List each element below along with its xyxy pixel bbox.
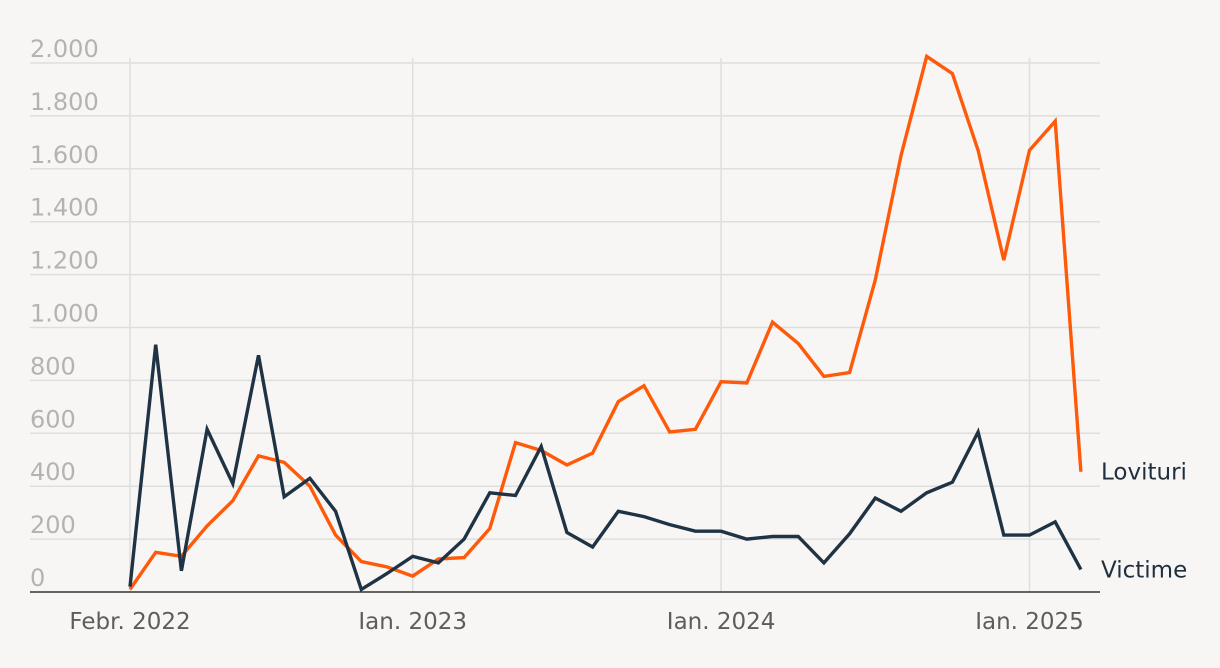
y-tick-label: 1.000 [30,300,99,328]
y-tick-label: 200 [30,511,76,539]
x-tick-label: Ian. 2023 [358,609,467,635]
series-label-victime: Victime [1101,558,1187,584]
y-tick-label: 0 [30,564,45,592]
y-tick-label: 400 [30,458,76,486]
x-axis: Febr. 2022 Ian. 2023 Ian. 2024 Ian. 2025 [69,609,1083,635]
series-layer [128,53,1083,592]
x-tick-label: Ian. 2024 [667,609,776,635]
y-tick-label: 1.400 [30,194,99,222]
x-tick-label: Ian. 2025 [975,609,1084,635]
series-label-lovituri: Lovituri [1101,460,1187,486]
series-labels: Lovituri Victime [1101,460,1187,584]
series-line-victime [128,344,1083,592]
y-tick-label: 1.200 [30,247,99,275]
y-tick-label: 800 [30,352,76,380]
x-tick-label: Febr. 2022 [69,609,190,635]
y-tick-label: 2.000 [30,35,99,63]
series-line-lovituri [128,53,1083,591]
y-tick-label: 1.800 [30,88,99,116]
y-axis: 0 200 400 600 800 1.000 1.200 1.400 1.600 1.800 2.… [30,35,99,592]
y-tick-label: 1.600 [30,141,99,169]
y-tick-label: 600 [30,405,76,433]
